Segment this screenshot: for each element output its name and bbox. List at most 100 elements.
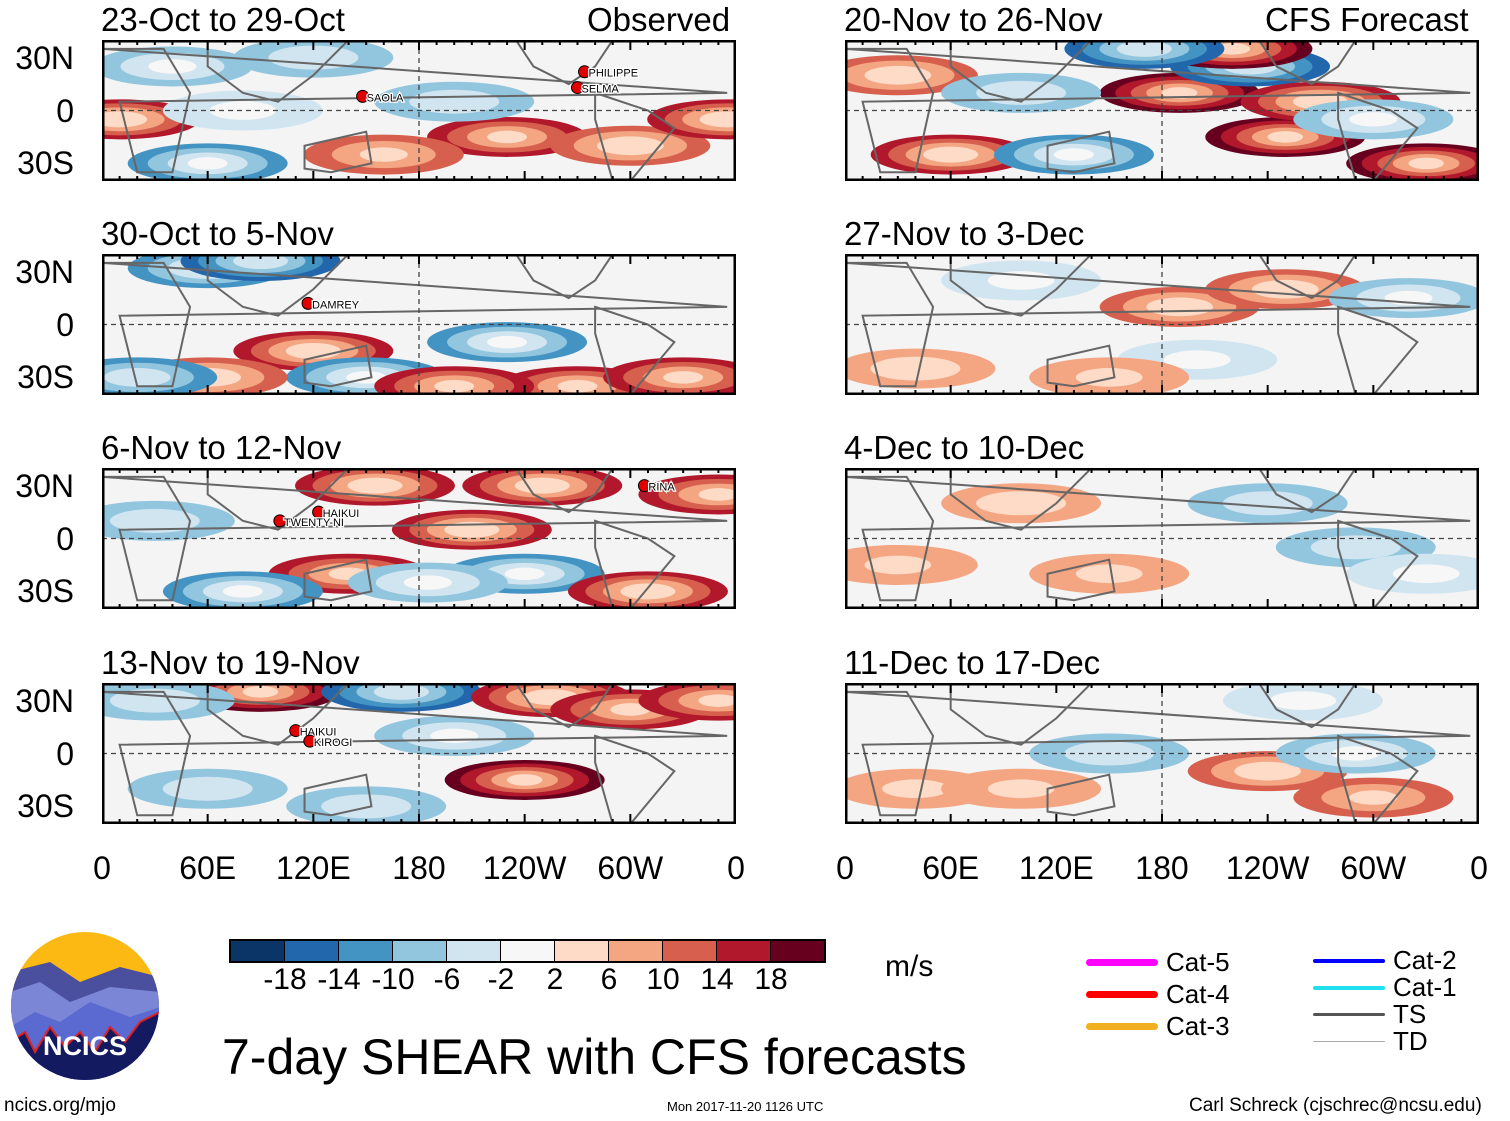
colorbar-tick-label: 6 bbox=[600, 963, 618, 996]
anomaly-contour bbox=[1408, 157, 1444, 170]
coastline bbox=[1046, 130, 1116, 174]
storm-name: KIROGI bbox=[314, 737, 353, 749]
coastline bbox=[102, 475, 728, 602]
lat-label: 30N bbox=[15, 253, 74, 290]
coastline bbox=[594, 519, 676, 609]
lon-label: 120E bbox=[1018, 850, 1094, 886]
anomaly-contour bbox=[864, 65, 932, 85]
anomaly-contour bbox=[187, 157, 228, 170]
coastline bbox=[102, 690, 728, 817]
legend-line-icon bbox=[1313, 985, 1385, 990]
legend-item: Cat-2 bbox=[1313, 945, 1457, 976]
coastline bbox=[1046, 344, 1116, 388]
legend-line-icon bbox=[1086, 1023, 1158, 1030]
coastline bbox=[845, 475, 1471, 602]
shear-map-panel bbox=[845, 468, 1479, 609]
colorbar-swatch bbox=[555, 941, 609, 961]
timestamp: Mon 2017-11-20 1126 UTC bbox=[667, 1099, 824, 1114]
observed-header: Observed bbox=[587, 1, 731, 38]
panel-title: 27-Nov to 3-Dec bbox=[844, 215, 1085, 252]
panel-title: 30-Oct to 5-Nov bbox=[101, 215, 334, 252]
storm-name: SAOLA bbox=[367, 92, 404, 104]
legend-line-icon bbox=[1313, 958, 1385, 963]
lon-label: 60W bbox=[597, 850, 664, 886]
storm-marker-icon bbox=[637, 479, 651, 493]
storm-name: DAMREY bbox=[312, 299, 360, 311]
anomaly-contour bbox=[504, 567, 545, 581]
anomaly-contour bbox=[1222, 491, 1313, 516]
panel-title: 13-Nov to 19-Nov bbox=[101, 644, 360, 681]
anomaly-contour bbox=[698, 488, 736, 501]
legend-line-icon bbox=[1086, 991, 1158, 998]
anomaly-contour bbox=[1349, 790, 1398, 805]
coastline bbox=[1337, 519, 1419, 609]
storm-name: TWENTY-NI bbox=[284, 517, 344, 529]
shear-map-panel bbox=[845, 40, 1479, 181]
anomaly-contour bbox=[487, 335, 528, 349]
anomaly-contour bbox=[514, 477, 570, 494]
coastline bbox=[1257, 468, 1357, 514]
source-link[interactable]: ncics.org/mjo bbox=[4, 1095, 116, 1116]
colorbar-tick-label: 2 bbox=[546, 963, 564, 996]
colorbar-swatch bbox=[231, 941, 285, 961]
coastline bbox=[102, 261, 728, 388]
panel-title: 6-Nov to 12-Nov bbox=[101, 429, 342, 466]
lon-label: 60E bbox=[922, 850, 980, 886]
anomaly-contour bbox=[359, 147, 408, 162]
shear-anomaly-field bbox=[102, 683, 736, 824]
shear-anomaly-field bbox=[102, 40, 736, 181]
coastline bbox=[303, 130, 373, 174]
coastline bbox=[845, 690, 1471, 817]
anomaly-contour bbox=[285, 342, 341, 359]
legend-item: Cat-5 bbox=[1086, 947, 1230, 978]
lat-label: 30N bbox=[15, 682, 74, 719]
coastline bbox=[1337, 734, 1419, 824]
coastline bbox=[949, 683, 1093, 746]
anomaly-contour bbox=[1310, 535, 1401, 560]
shear-anomaly-field bbox=[845, 483, 1479, 594]
anomaly-contour bbox=[403, 575, 452, 590]
anomaly-contour bbox=[209, 101, 277, 120]
anomaly-contour bbox=[1349, 112, 1398, 127]
anomaly-contour bbox=[373, 683, 429, 700]
lon-label: 0 bbox=[93, 850, 111, 886]
shear-anomaly-field bbox=[102, 468, 736, 609]
coastline bbox=[1257, 683, 1357, 729]
anomaly-contour bbox=[557, 379, 598, 393]
coastline bbox=[206, 254, 350, 317]
coastline bbox=[845, 47, 1471, 174]
legend-label: TD bbox=[1393, 1026, 1428, 1056]
shear-map-panel: DAMREY bbox=[102, 254, 736, 395]
legend-label: Cat-5 bbox=[1166, 947, 1230, 977]
anomaly-contour bbox=[506, 774, 543, 786]
storm-name: RINA bbox=[648, 482, 675, 494]
colorbar-swatch bbox=[285, 941, 339, 961]
panel-title: 4-Dec to 10-Dec bbox=[844, 429, 1085, 466]
coastline bbox=[949, 254, 1093, 317]
lat-label: 30S bbox=[17, 145, 74, 182]
anomaly-contour bbox=[663, 371, 704, 384]
anomaly-contour bbox=[976, 491, 1067, 516]
legend-item: Cat-4 bbox=[1086, 979, 1230, 1010]
legend-label: Cat-3 bbox=[1166, 1011, 1230, 1041]
colorbar-tick-label: -18 bbox=[263, 963, 307, 996]
panel-title: 20-Nov to 26-Nov bbox=[844, 1, 1103, 38]
legend-label: Cat-1 bbox=[1393, 972, 1457, 1002]
colorbar-tick-label: -6 bbox=[433, 963, 461, 996]
coastline bbox=[514, 468, 614, 514]
storm-name: HAIKUI bbox=[323, 508, 360, 520]
colorbar-swatch bbox=[447, 941, 501, 961]
colorbar-tick-label: -14 bbox=[317, 963, 361, 996]
lat-label: 0 bbox=[56, 92, 74, 129]
anomaly-contour bbox=[870, 356, 961, 381]
anomaly-contour bbox=[1234, 761, 1301, 781]
anomaly-contour bbox=[699, 111, 736, 128]
anomaly-contour bbox=[1331, 746, 1380, 761]
colorbar-swatch bbox=[717, 941, 771, 961]
lat-label: 30S bbox=[17, 359, 74, 396]
anomaly-contour bbox=[148, 59, 197, 74]
coastline bbox=[303, 558, 373, 602]
author-credit: Carl Schreck (cjschrec@ncsu.edu) bbox=[1189, 1095, 1482, 1116]
coastline bbox=[949, 468, 1093, 531]
